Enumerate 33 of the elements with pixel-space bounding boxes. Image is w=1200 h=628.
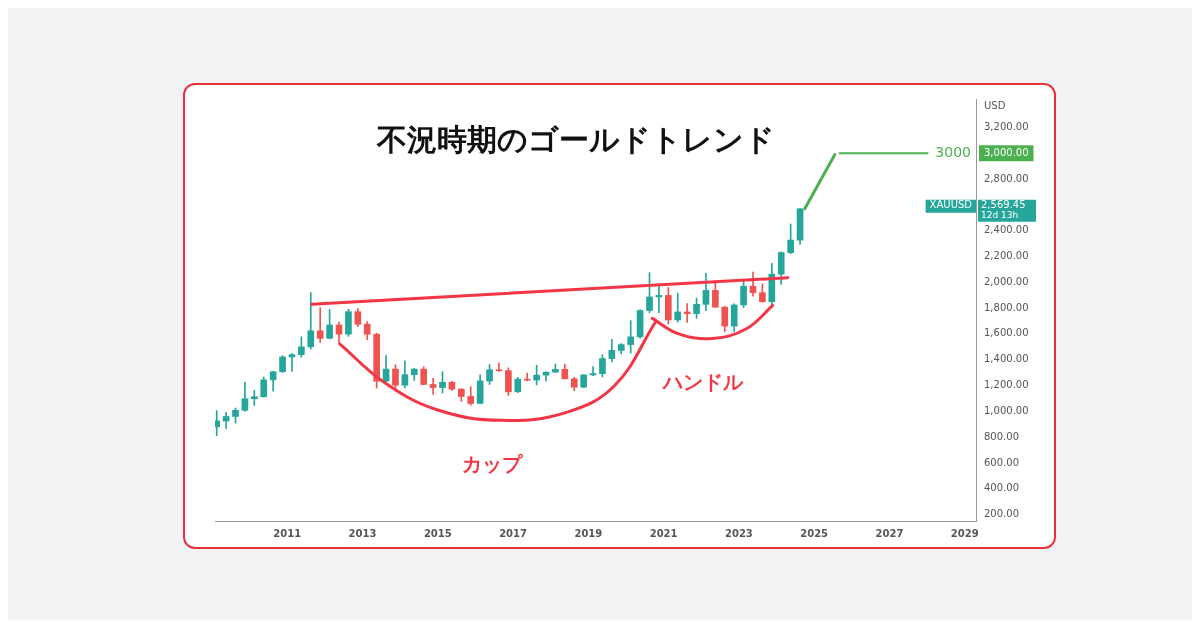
- x-tick-label: 2019: [574, 527, 603, 539]
- y-tick-label: 1,600.00: [984, 327, 1029, 339]
- y-tick-label: 2,200.00: [984, 250, 1029, 262]
- x-tick-label: 2025: [800, 527, 829, 539]
- y-tick-label: 2,800.00: [984, 172, 1029, 184]
- y-tick-label: 3,000.00: [984, 146, 1029, 158]
- text: 2,569.45: [981, 199, 1026, 211]
- annotation: XAUUSD: [929, 199, 973, 211]
- y-tick-label: 2,400.00: [984, 224, 1029, 236]
- x-tick-label: 2027: [875, 527, 904, 539]
- ref-line-label: 3000: [935, 143, 971, 160]
- y-tick-label: 400.00: [984, 482, 1019, 494]
- text: 12d 13h: [981, 210, 1019, 221]
- x-tick-label: 2015: [423, 527, 452, 539]
- y-tick-label: 1,800.00: [984, 301, 1029, 313]
- x-tick-label: 2017: [499, 527, 528, 539]
- y-tick-label: 800.00: [984, 430, 1019, 442]
- x-tick-label: 2029: [950, 527, 979, 539]
- x-tick-label: 2013: [348, 527, 377, 539]
- y-tick-label: 1,200.00: [984, 379, 1029, 391]
- y-tick-label: 600.00: [984, 456, 1019, 468]
- x-tick-label: 2011: [273, 527, 302, 539]
- y-tick-label: 2,000.00: [984, 275, 1029, 287]
- x-tick-label: 2021: [649, 527, 678, 539]
- text: 不況時期のゴールドトレンド: [375, 121, 775, 157]
- y-tick-label: 1,000.00: [984, 404, 1029, 416]
- y-tick-label: 3,200.00: [984, 120, 1029, 132]
- annotation: ハンドル: [660, 369, 744, 394]
- x-tick-label: 2023: [724, 527, 753, 539]
- annotation: カップ: [461, 451, 523, 476]
- y-axis-title: USD: [984, 99, 1006, 111]
- y-tick-label: 1,400.00: [984, 353, 1029, 365]
- y-tick-label: 200.00: [984, 508, 1019, 520]
